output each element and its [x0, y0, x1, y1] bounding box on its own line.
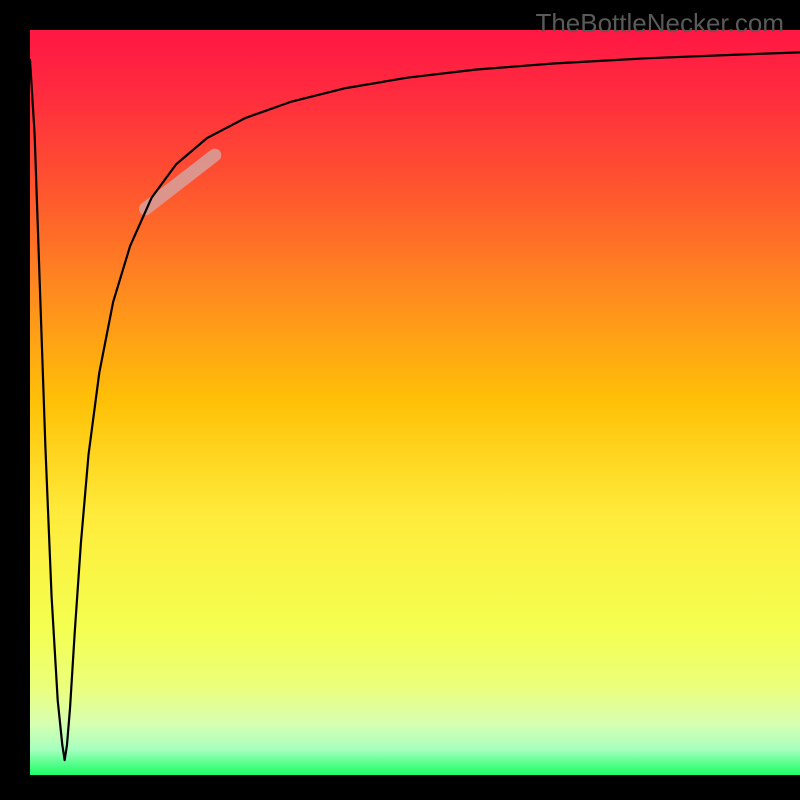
- highlight-segment: [146, 155, 215, 209]
- bottleneck-curve: [30, 52, 800, 760]
- chart-container: TheBottleNecker.com: [0, 0, 800, 800]
- watermark-text: TheBottleNecker.com: [535, 8, 784, 39]
- curve-layer: [30, 30, 800, 775]
- plot-area: [30, 30, 800, 775]
